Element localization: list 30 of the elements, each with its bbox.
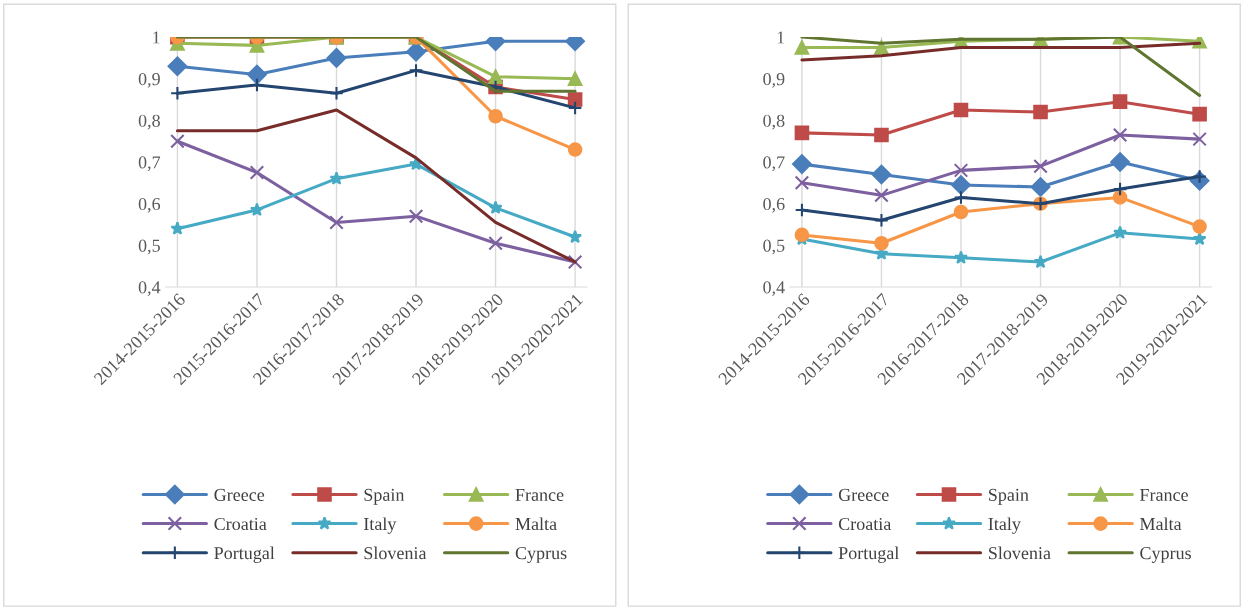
y-tick-label: 0,8 [763, 114, 785, 130]
legend-label: Portugal [214, 546, 275, 563]
legend-label: Italy [363, 517, 397, 534]
legend-label: Slovenia [364, 546, 427, 560]
y-tick-label: 0,5 [138, 239, 160, 255]
legend-label: Malta [1139, 517, 1182, 531]
legend-label: Portugal [838, 546, 899, 563]
y-tick-label: 0,7 [763, 156, 785, 172]
legend-label: Italy [988, 517, 1021, 534]
y-tick-label: 0,6 [138, 197, 161, 213]
legend-label: Greece [838, 488, 889, 501]
legend-label: Malta [515, 517, 557, 531]
legend-label: Cyprus [1140, 547, 1191, 563]
legend-label: Spain [364, 488, 405, 505]
y-tick-label: 0,8 [138, 114, 160, 130]
legend-label: Cyprus [515, 547, 567, 563]
legend-label: France [1139, 488, 1188, 501]
legend-label: Slovenia [989, 546, 1051, 560]
legend-label: Spain [989, 488, 1029, 505]
y-tick-label: 1 [153, 31, 160, 44]
y-tick-label: 0,9 [138, 72, 160, 88]
y-tick-label: 0,9 [763, 72, 785, 88]
y-tick-label: 0,5 [763, 239, 785, 255]
y-tick-label: 1 [777, 31, 785, 44]
legend-label: France [515, 488, 564, 501]
legend-label: Greece [214, 488, 265, 501]
legend-label: Croatia [838, 517, 892, 531]
y-tick-label: 0,6 [763, 197, 785, 213]
legend-label: Croatia [214, 517, 267, 531]
y-tick-label: 0,7 [138, 156, 161, 172]
